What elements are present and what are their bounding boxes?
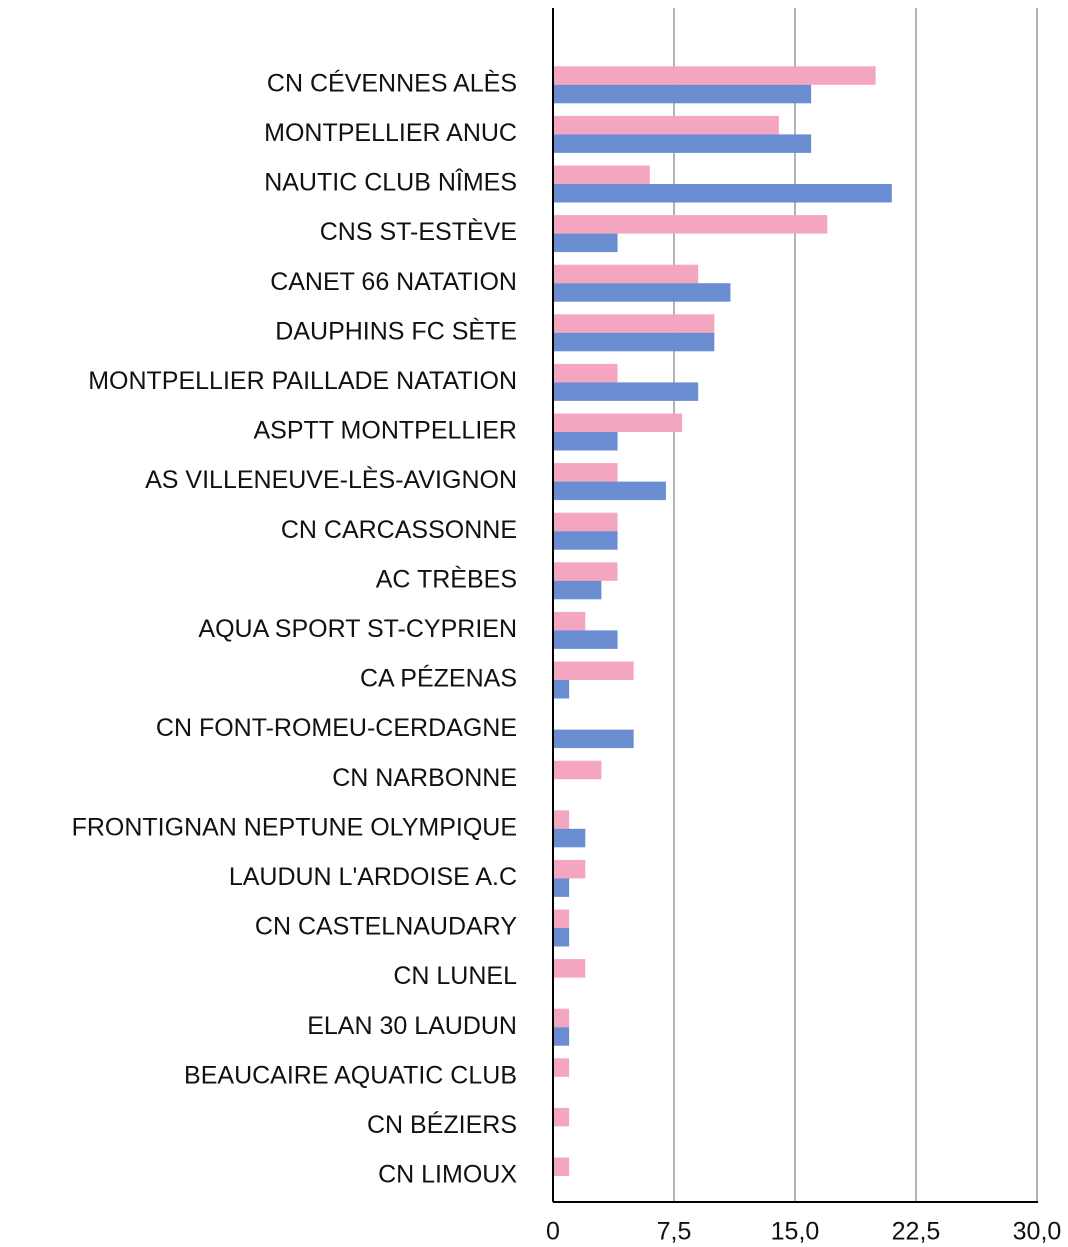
bar	[553, 562, 618, 581]
bar	[553, 760, 602, 780]
bar	[553, 66, 876, 85]
y-tick-label: CN FONT-ROMEU-CERDAGNE	[156, 714, 517, 742]
bar	[553, 928, 570, 947]
bar	[553, 332, 715, 352]
y-tick-label: CN LUNEL	[393, 962, 517, 990]
y-tick-label: CN LIMOUX	[378, 1161, 517, 1189]
bar	[553, 729, 634, 749]
y-tick-label: AC TRÈBES	[376, 564, 517, 593]
y-tick-label: AQUA SPORT ST-CYPRIEN	[198, 615, 517, 643]
bar	[553, 580, 602, 600]
bar	[553, 463, 618, 482]
y-tick-label: AS VILLENEUVE-LÈS-AVIGNON	[145, 465, 517, 494]
x-tick-label: 7,5	[657, 1218, 692, 1246]
bar	[553, 215, 828, 234]
y-tick-label: CNS ST-ESTÈVE	[320, 217, 517, 246]
y-tick-label: ASPTT MONTPELLIER	[254, 417, 518, 445]
bar	[553, 165, 650, 184]
bar	[553, 314, 715, 333]
y-tick-label: CN BÉZIERS	[367, 1110, 517, 1139]
bar	[553, 828, 586, 848]
bar	[553, 630, 618, 649]
y-tick-label: CN CÉVENNES ALÈS	[267, 68, 517, 97]
y-tick-label: CN NARBONNE	[332, 764, 517, 792]
bar	[553, 1008, 570, 1028]
bar	[553, 363, 618, 383]
y-tick-label: FRONTIGNAN NEPTUNE OLYMPIQUE	[72, 813, 517, 841]
bar	[553, 611, 586, 631]
bar	[553, 661, 634, 680]
x-tick-label: 0	[546, 1218, 560, 1246]
bar	[553, 1027, 570, 1046]
bar	[553, 134, 812, 153]
bar	[553, 84, 812, 104]
bar	[553, 283, 731, 302]
bar	[553, 680, 570, 699]
bar	[553, 859, 586, 879]
x-tick-label: 15,0	[771, 1218, 820, 1246]
bar	[553, 184, 892, 203]
bar	[553, 512, 618, 532]
y-tick-label: DAUPHINS FC SÈTE	[275, 316, 517, 345]
bar	[553, 413, 683, 432]
x-tick-label: 22,5	[892, 1218, 941, 1246]
y-tick-label: ELAN 30 LAUDUN	[307, 1012, 517, 1040]
bar	[553, 481, 666, 501]
bar	[553, 432, 618, 451]
y-tick-label: BEAUCAIRE AQUATIC CLUB	[184, 1061, 517, 1089]
bar	[553, 959, 586, 978]
y-tick-label: CN CASTELNAUDARY	[255, 913, 517, 941]
bar	[553, 1058, 570, 1077]
bar	[553, 233, 618, 253]
y-tick-label: CA PÉZENAS	[360, 664, 517, 693]
bar	[553, 382, 699, 401]
y-tick-label: LAUDUN L'ARDOISE A.C	[229, 863, 517, 891]
bar	[553, 878, 570, 897]
y-tick-label: CANET 66 NATATION	[270, 268, 517, 296]
bar	[553, 810, 570, 829]
y-tick-label: MONTPELLIER ANUC	[264, 119, 517, 147]
bar	[553, 531, 618, 550]
bar	[553, 909, 570, 928]
x-tick-label: 30,0	[1013, 1218, 1062, 1246]
bar	[553, 264, 699, 284]
bar	[553, 1157, 570, 1176]
bar	[553, 1107, 570, 1127]
y-tick-label: CN CARCASSONNE	[281, 516, 517, 544]
y-tick-label: MONTPELLIER PAILLADE NATATION	[88, 367, 517, 395]
bar	[553, 115, 779, 135]
y-tick-label: NAUTIC CLUB NÎMES	[264, 168, 517, 197]
